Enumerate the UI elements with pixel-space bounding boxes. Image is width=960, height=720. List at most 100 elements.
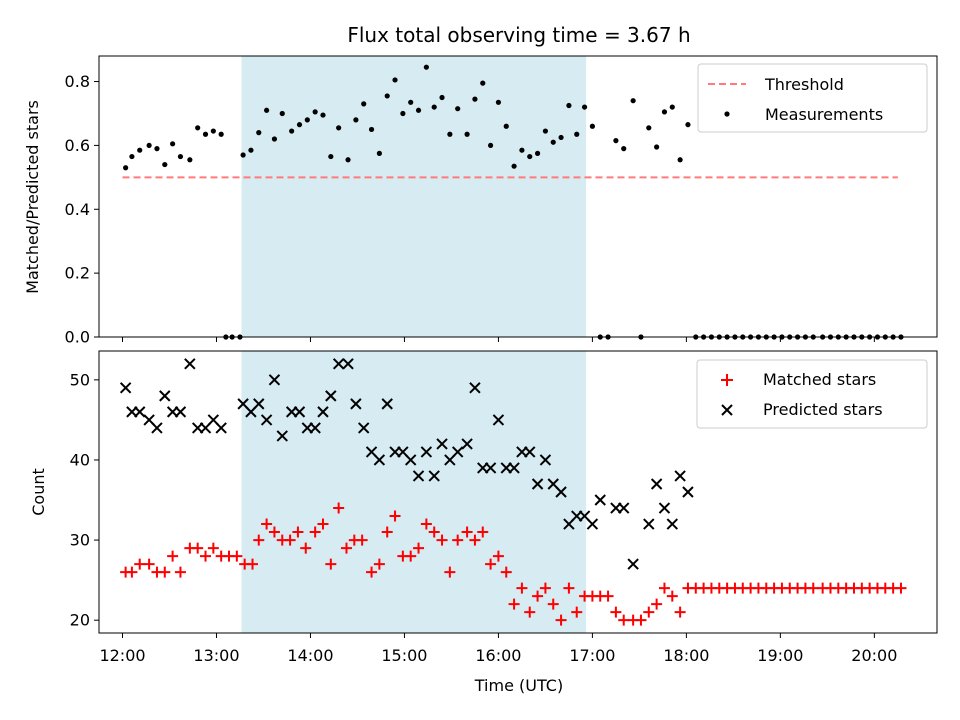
measurement-point: [519, 147, 525, 153]
measurement-point: [218, 131, 224, 137]
predicted-star-point: [342, 358, 354, 370]
measurement-point: [566, 102, 572, 109]
predicted-star-point: [325, 390, 337, 402]
matched-star-point: [643, 606, 655, 618]
matched-star-point: [436, 534, 448, 546]
matched-legend-swatch: [721, 374, 733, 386]
predicted-star-point: [586, 518, 599, 530]
predicted-star-point: [451, 446, 464, 458]
matched-star-point: [485, 558, 497, 570]
predicted-star-point: [627, 558, 639, 570]
top-y-tick-label: 0.2: [65, 264, 90, 283]
predicted-star-point: [492, 414, 505, 426]
matched-star-point: [126, 566, 138, 578]
x-tick-label: 16:00: [475, 646, 521, 665]
x-tick-label: 17:00: [569, 646, 615, 665]
measurement-point: [447, 131, 453, 137]
matched-star-point: [389, 510, 401, 522]
measurement-point: [376, 150, 382, 156]
matched-star-point: [143, 558, 155, 570]
matched-star-point: [317, 518, 329, 530]
predicted-star-point: [358, 422, 370, 434]
matched-star-point: [651, 598, 663, 610]
matched-star-point: [300, 542, 312, 554]
matched-star-point: [555, 614, 567, 626]
measurement-point: [439, 94, 445, 101]
predicted-star-point: [159, 390, 171, 402]
matched-legend-label: Matched stars: [763, 370, 876, 389]
matched-star-point: [477, 526, 489, 538]
predicted-star-point: [484, 462, 497, 474]
measurement-point: [550, 139, 556, 145]
matched-star-point: [571, 606, 583, 618]
measurement-point: [613, 138, 619, 144]
predicted-star-point: [682, 486, 694, 498]
measurement-point: [384, 93, 390, 99]
predicted-star-point: [420, 446, 433, 458]
predicted-star-point: [436, 438, 448, 450]
predicted-star-point: [618, 502, 630, 514]
matched-star-point: [292, 526, 304, 538]
predicted-star-point: [276, 430, 288, 442]
measurement-point: [654, 144, 660, 150]
measurement-point: [312, 109, 318, 115]
matched-star-point: [420, 518, 432, 530]
measurement-point: [527, 153, 533, 160]
top-legend-frame: [697, 63, 928, 133]
predicted-star-point: [317, 406, 329, 418]
measurement-point: [472, 96, 478, 102]
measurement-point: [361, 101, 367, 107]
measurement-point: [336, 125, 342, 131]
predicted-star-point: [594, 494, 606, 506]
top-y-tick-label: 0.0: [65, 328, 90, 347]
top-y-axis-label: Matched/Predicted stars: [23, 100, 42, 294]
measurement-point: [129, 153, 135, 160]
matched-star-point: [207, 542, 219, 554]
matched-star-point: [539, 582, 551, 594]
predicted-star-point: [381, 398, 393, 410]
matched-star-point: [333, 502, 345, 514]
measurement-point: [248, 147, 254, 153]
measurement-point: [187, 157, 193, 163]
measurement-point: [137, 147, 143, 153]
predicted-star-point: [666, 518, 678, 530]
measurement-point: [264, 107, 270, 113]
bottom-plot-frame: [98, 350, 938, 634]
matched-star-point: [516, 582, 528, 594]
top-panel: 0.00.20.40.60.8 Matched/Predicted stars …: [23, 55, 938, 347]
matched-star-point: [469, 534, 481, 546]
predicted-star-point: [524, 446, 536, 458]
matched-star-point: [674, 606, 686, 618]
predicted-star-point: [293, 406, 306, 418]
chart-title: Flux total observing time = 3.67 h: [347, 23, 690, 47]
predicted-star-point: [539, 454, 552, 466]
measurement-point: [328, 153, 334, 160]
predicted-star-point: [658, 502, 671, 514]
measurement-point: [289, 128, 295, 134]
measurement-point: [320, 112, 326, 118]
predicted-star-point: [461, 438, 473, 450]
measurement-point: [503, 123, 509, 129]
matched-star-point: [807, 582, 819, 594]
matched-star-point: [524, 606, 536, 618]
bottom-y-axis-label: Count: [29, 468, 48, 516]
predicted-star-point: [555, 486, 567, 498]
measurement-point: [162, 161, 168, 168]
matched-star-point: [405, 550, 417, 562]
measurement-point: [661, 109, 668, 115]
matched-star-point: [261, 518, 273, 530]
bottom-y-tick-label: 30: [70, 531, 90, 550]
matched-star-point: [602, 590, 614, 602]
matched-star-point: [174, 566, 186, 578]
measurement-point: [353, 117, 359, 123]
matched-star-point: [635, 614, 647, 626]
predicted-star-point: [508, 462, 520, 474]
measurement-point: [534, 150, 541, 156]
predicted-star-point: [174, 406, 187, 418]
measurements-legend-label: Measurements: [765, 105, 883, 124]
bottom-y-tick-label: 50: [70, 370, 90, 389]
predicted-star-point: [428, 470, 440, 482]
measurement-point: [646, 125, 652, 131]
bottom-y-tick-label: 20: [70, 611, 90, 630]
